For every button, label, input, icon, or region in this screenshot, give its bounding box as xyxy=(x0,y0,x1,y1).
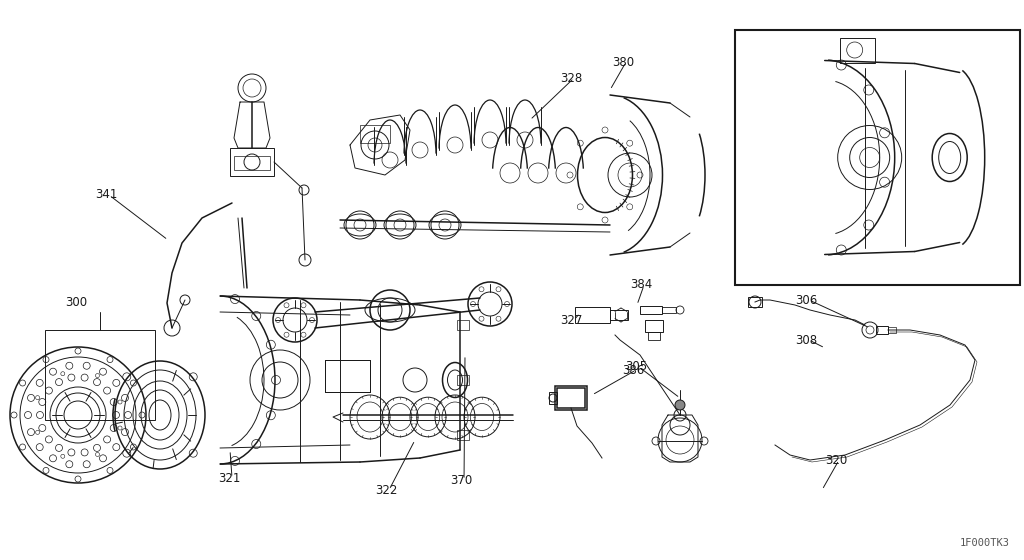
Bar xyxy=(648,332,660,340)
Bar xyxy=(457,430,469,440)
Text: 320: 320 xyxy=(825,454,847,466)
Bar xyxy=(645,320,663,332)
Bar xyxy=(748,297,762,307)
Text: 306: 306 xyxy=(795,293,817,306)
Text: 341: 341 xyxy=(95,189,118,202)
Text: 380: 380 xyxy=(612,55,634,68)
Bar xyxy=(325,360,370,392)
Text: 328: 328 xyxy=(560,72,583,85)
Bar xyxy=(457,320,469,330)
Text: 305: 305 xyxy=(625,361,647,374)
Bar xyxy=(876,326,888,334)
Bar xyxy=(557,388,585,408)
Text: 386: 386 xyxy=(622,363,644,376)
Text: 300: 300 xyxy=(65,296,87,309)
Bar xyxy=(575,307,610,323)
Bar xyxy=(840,38,874,63)
Bar xyxy=(662,307,676,313)
Bar xyxy=(45,330,155,420)
Circle shape xyxy=(675,400,685,410)
Text: 322: 322 xyxy=(375,483,397,497)
Text: 321: 321 xyxy=(218,472,241,484)
Bar xyxy=(555,386,587,410)
Bar xyxy=(888,327,896,333)
Bar xyxy=(230,148,274,176)
Bar xyxy=(610,310,628,320)
Bar xyxy=(360,125,390,143)
Bar xyxy=(457,375,469,385)
Bar xyxy=(234,156,270,170)
Text: 327: 327 xyxy=(560,314,583,326)
Bar xyxy=(640,306,662,314)
Text: 308: 308 xyxy=(795,334,817,347)
Bar xyxy=(325,360,370,392)
Bar xyxy=(549,392,557,404)
Text: 370: 370 xyxy=(450,474,472,487)
Text: 1F000TK3: 1F000TK3 xyxy=(961,538,1010,548)
Bar xyxy=(735,30,1020,285)
Text: 384: 384 xyxy=(630,278,652,292)
